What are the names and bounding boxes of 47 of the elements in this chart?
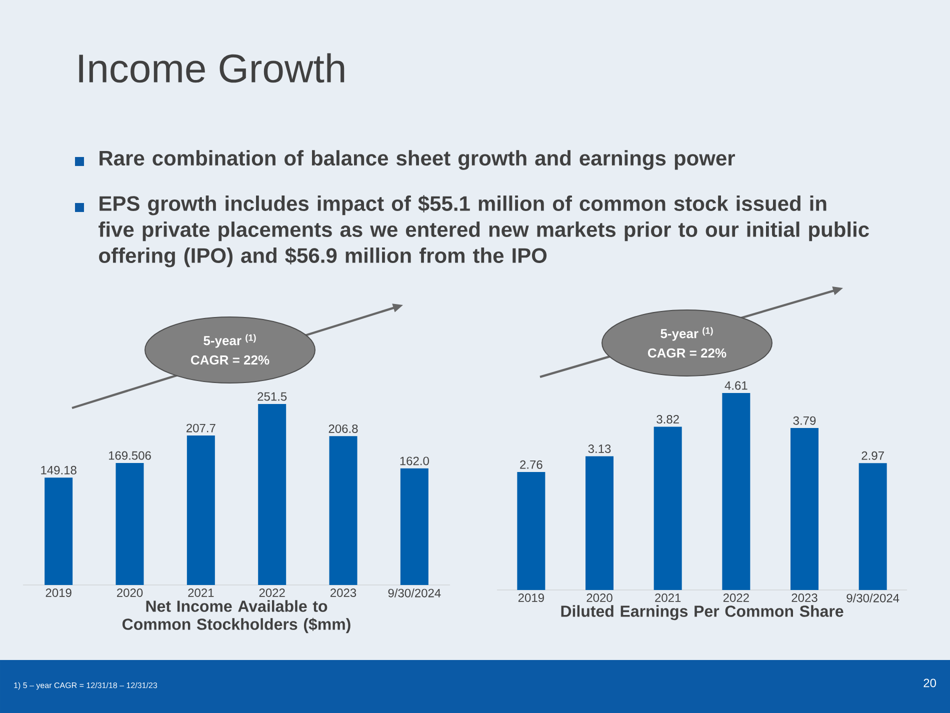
bar: [790, 428, 819, 590]
x-axis-title: Diluted Earnings Per Common Share: [561, 605, 844, 620]
text: 5-year $^{(1)}$: [660, 327, 713, 341]
data-label: 207.7: [186, 424, 216, 432]
bar: [517, 472, 546, 590]
data-label: 149.18: [41, 466, 76, 474]
x-tick-label: 2020: [117, 588, 143, 598]
bar: [586, 456, 614, 590]
bar: [329, 436, 358, 585]
bar: [116, 462, 144, 585]
bar: [258, 404, 286, 585]
text: EPS growth includes impact of $55.1 million of common stock issued in five private placements as we entered new markets prior to our initial public offering (IPO) and $56.9 million from the IPO: [98, 195, 869, 268]
x-tick-label: 2020: [586, 594, 612, 602]
x-tick-label: 2022: [723, 594, 749, 602]
text: 5-year $^{(1)}$: [204, 334, 256, 348]
x-tick-label: 2022: [259, 588, 285, 598]
x-tick-label: 9/30/2024: [846, 593, 900, 602]
x-tick-label: 2023: [330, 588, 356, 598]
text: Rare combination of balance sheet growth and earnings power: [100, 150, 735, 170]
data-label: 162.0: [400, 456, 429, 466]
data-label: 169.506: [108, 451, 151, 460]
data-label: 206.8: [328, 424, 358, 433]
bar: [400, 468, 428, 585]
x-tick-label: 2021: [188, 588, 214, 598]
text: 1) 5 – year CAGR = 12/31/18 – 12/31/23: [14, 682, 158, 690]
bar: [722, 392, 750, 590]
x-tick-label: 2023: [792, 594, 818, 602]
data-label: 2.97: [862, 451, 884, 460]
data-label: 3.79: [793, 416, 816, 425]
data-label: 3.82: [656, 415, 679, 424]
x-tick-label: 2019: [518, 594, 544, 602]
x-axis-title: Net Income Available to Common Stockholders ($mm): [122, 600, 350, 634]
x-tick-label: 9/30/2024: [388, 588, 441, 598]
x-tick-label: 2021: [655, 594, 681, 602]
bar: [858, 463, 887, 590]
data-label: 4.61: [724, 381, 748, 390]
data-label: 2.76: [520, 460, 542, 469]
bar: [654, 426, 682, 590]
text: CAGR = 22%: [190, 355, 270, 365]
text: CAGR = 22%: [648, 348, 726, 358]
text: 20: [924, 678, 936, 688]
data-label: 251.5: [258, 392, 287, 401]
x-tick-label: 2019: [46, 588, 72, 598]
chart-title: Income Growth: [79, 53, 344, 83]
bar: [44, 478, 73, 585]
data-label: 3.13: [588, 444, 611, 454]
bar: [186, 436, 215, 585]
